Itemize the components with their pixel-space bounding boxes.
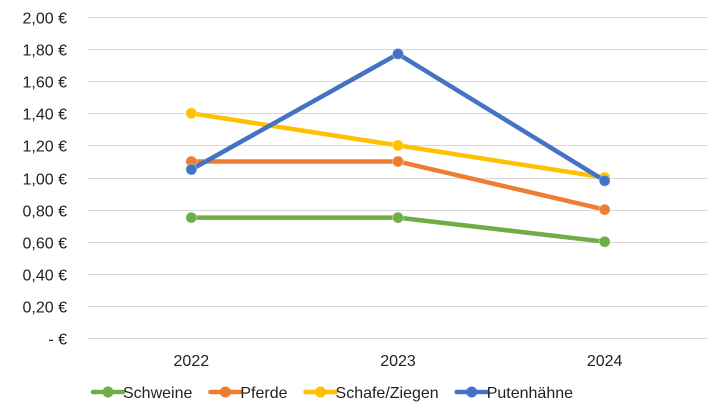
y-tick-label: - €	[48, 332, 67, 349]
y-tick-label: 1,00 €	[23, 172, 68, 189]
x-tick-label: 2022	[174, 353, 210, 370]
legend-item: Schweine	[90, 385, 192, 402]
legend-item: Schafe/Ziegen	[303, 385, 439, 402]
y-tick-label: 0,80 €	[23, 204, 68, 221]
data-point	[392, 139, 404, 152]
data-point	[185, 163, 198, 176]
data-point	[392, 47, 404, 60]
y-tick-label: 1,80 €	[23, 43, 68, 60]
data-point	[392, 211, 404, 224]
series-group	[185, 47, 611, 187]
legend-swatch-marker	[219, 386, 231, 398]
legend-item: Pferde	[208, 385, 288, 402]
series-lines	[185, 47, 611, 248]
series-group	[185, 155, 611, 216]
x-axis-tick-labels: 2022 2023 2024	[174, 353, 623, 370]
legend-swatch-marker	[315, 386, 327, 398]
data-point	[598, 174, 611, 187]
series-group	[185, 211, 611, 248]
x-tick-label: 2024	[587, 353, 623, 370]
x-tick-label: 2023	[380, 353, 416, 370]
data-point	[598, 203, 611, 216]
y-tick-label: 1,20 €	[23, 139, 68, 156]
legend-label: Schweine	[123, 385, 192, 402]
legend: Schweine Pferde Schafe/Ziegen Putenhähne	[90, 385, 573, 402]
legend-swatch-marker	[102, 386, 114, 398]
data-point	[392, 155, 404, 168]
legend-item: Putenhähne	[454, 385, 573, 402]
legend-label: Putenhähne	[487, 385, 573, 402]
y-tick-label: 2,00 €	[23, 11, 68, 28]
legend-label: Pferde	[240, 385, 287, 402]
y-tick-label: 0,20 €	[23, 300, 68, 317]
data-point	[185, 211, 198, 224]
data-point	[185, 107, 198, 120]
y-tick-label: 0,40 €	[23, 268, 68, 285]
y-tick-label: 0,60 €	[23, 236, 68, 253]
y-tick-label: 1,60 €	[23, 75, 68, 92]
gridlines	[88, 17, 708, 339]
legend-label: Schafe/Ziegen	[336, 385, 439, 402]
legend-swatch-marker	[466, 386, 478, 398]
y-tick-label: 1,40 €	[23, 107, 68, 124]
data-point	[598, 235, 611, 248]
y-axis-tick-labels: - € 0,20 € 0,40 € 0,60 € 0,80 € 1,00 € 1,20 € 1…	[23, 11, 68, 349]
